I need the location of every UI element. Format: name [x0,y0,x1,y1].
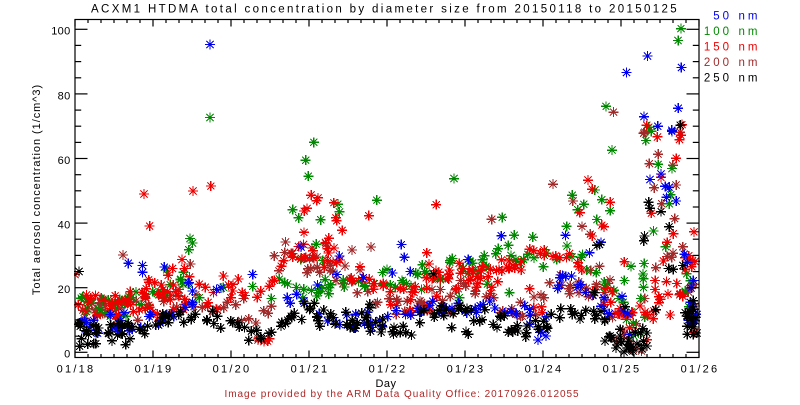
svg-text:01/24: 01/24 [525,363,564,375]
svg-text:100: 100 [704,26,732,38]
svg-text:150: 150 [704,42,732,54]
svg-text:Total aerosol concentration (1: Total aerosol concentration (1/cm^3) [31,84,43,295]
svg-text:40: 40 [58,220,71,232]
svg-text:Image provided by the ARM Data: Image provided by the ARM Data Quality O… [224,389,579,400]
svg-text:01/22: 01/22 [369,363,408,375]
svg-text:80: 80 [58,90,71,102]
svg-text:01/19: 01/19 [135,363,174,375]
svg-text:01/21: 01/21 [291,363,330,375]
svg-text:nm: nm [739,26,761,38]
svg-text:01/20: 01/20 [213,363,252,375]
svg-text:nm: nm [739,73,761,85]
svg-text:Day: Day [375,378,396,390]
svg-text:01/23: 01/23 [447,363,486,375]
svg-text:60: 60 [58,155,71,167]
svg-text:01/25: 01/25 [603,363,642,375]
svg-text:50: 50 [713,11,732,23]
svg-text:nm: nm [739,42,761,54]
svg-text:250: 250 [704,73,732,85]
svg-text:nm: nm [739,11,761,23]
svg-text:100: 100 [51,26,70,38]
svg-text:01/26: 01/26 [681,363,720,375]
svg-text:01/18: 01/18 [57,363,96,375]
svg-text:200: 200 [704,57,732,69]
svg-text:nm: nm [739,57,761,69]
svg-text:0: 0 [64,349,70,361]
svg-text:ACXM1 HTDMA total concentra: ACXM1 HTDMA total concentration by diame… [91,3,679,15]
svg-text:20: 20 [58,284,71,296]
